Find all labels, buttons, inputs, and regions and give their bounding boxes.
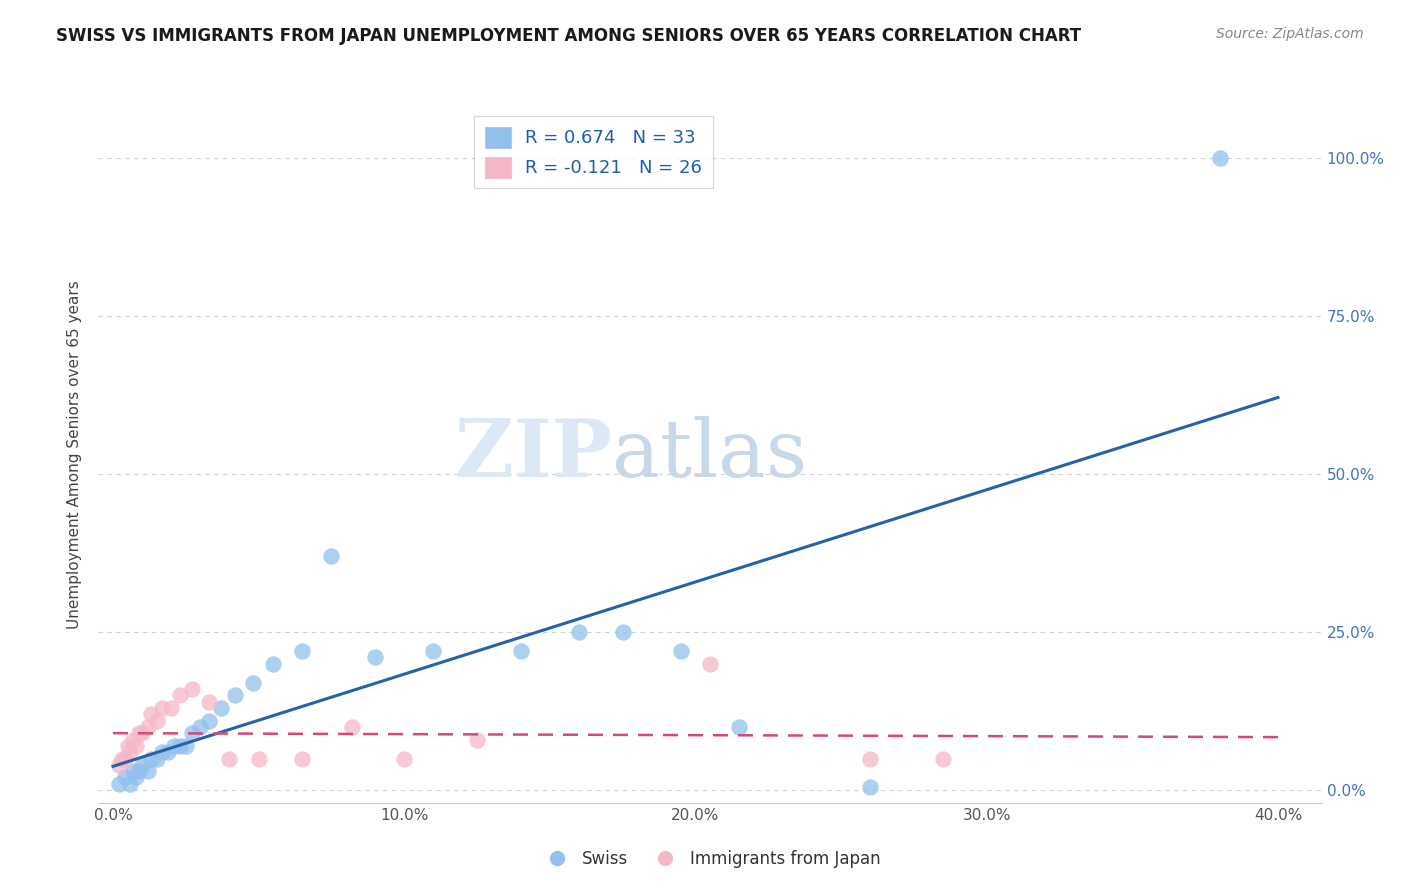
Text: SWISS VS IMMIGRANTS FROM JAPAN UNEMPLOYMENT AMONG SENIORS OVER 65 YEARS CORRELAT: SWISS VS IMMIGRANTS FROM JAPAN UNEMPLOYM… <box>56 27 1081 45</box>
Point <box>131 726 153 740</box>
Point <box>340 720 363 734</box>
Point <box>465 732 488 747</box>
Point <box>262 657 284 671</box>
Point <box>128 726 150 740</box>
Point <box>125 771 148 785</box>
Point <box>364 650 387 665</box>
Point <box>160 701 183 715</box>
Point <box>114 751 136 765</box>
Point <box>136 764 159 779</box>
Point <box>128 764 150 779</box>
Point <box>139 707 162 722</box>
Point <box>509 644 531 658</box>
Point <box>859 780 882 794</box>
Point <box>163 739 186 753</box>
Text: ZIP: ZIP <box>456 416 612 494</box>
Point <box>108 757 131 772</box>
Point <box>152 745 174 759</box>
Point <box>139 751 162 765</box>
Y-axis label: Unemployment Among Seniors over 65 years: Unemployment Among Seniors over 65 years <box>67 281 83 629</box>
Point <box>122 732 145 747</box>
Legend: Swiss, Immigrants from Japan: Swiss, Immigrants from Japan <box>533 843 887 874</box>
Point <box>131 757 153 772</box>
Point <box>728 720 751 734</box>
Point <box>198 714 221 728</box>
Point <box>125 739 148 753</box>
Point <box>120 777 142 791</box>
Point <box>242 675 264 690</box>
Point <box>224 688 246 702</box>
Point <box>291 644 314 658</box>
Text: Source: ZipAtlas.com: Source: ZipAtlas.com <box>1216 27 1364 41</box>
Point <box>218 751 240 765</box>
Point <box>209 701 232 715</box>
Point <box>932 751 955 765</box>
Point <box>117 739 139 753</box>
Point <box>180 681 202 696</box>
Point <box>122 764 145 779</box>
Point <box>114 771 136 785</box>
Point <box>145 751 167 765</box>
Point <box>180 726 202 740</box>
Point <box>198 695 221 709</box>
Point <box>394 751 416 765</box>
Point <box>111 751 134 765</box>
Point <box>174 739 197 753</box>
Point <box>152 701 174 715</box>
Point <box>568 625 591 640</box>
Point <box>422 644 444 658</box>
Point <box>859 751 882 765</box>
Point <box>157 745 180 759</box>
Point <box>291 751 314 765</box>
Point <box>145 714 167 728</box>
Point <box>669 644 692 658</box>
Point <box>612 625 634 640</box>
Point <box>1208 151 1232 165</box>
Point <box>108 777 131 791</box>
Point <box>169 739 191 753</box>
Point <box>169 688 191 702</box>
Point <box>136 720 159 734</box>
Point <box>699 657 721 671</box>
Point <box>321 549 343 563</box>
Point <box>120 745 142 759</box>
Point <box>247 751 270 765</box>
Text: atlas: atlas <box>612 416 807 494</box>
Point <box>188 720 212 734</box>
